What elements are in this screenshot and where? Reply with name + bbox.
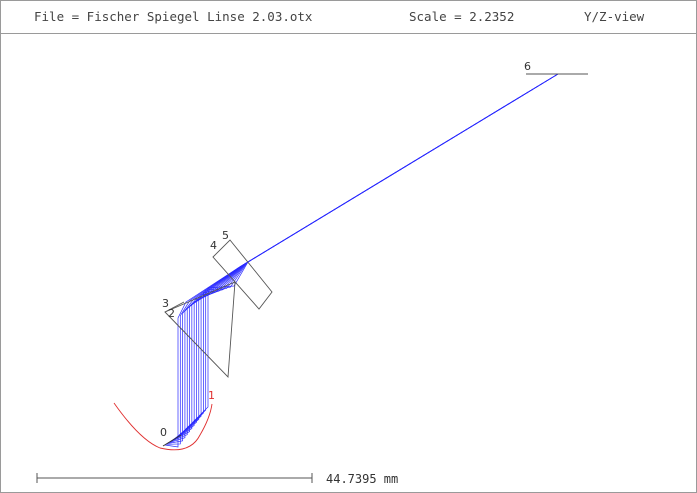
ray-path (169, 73, 559, 443)
surface-2-prism-face (164, 301, 185, 313)
ray-path (177, 73, 559, 437)
ray-path (176, 73, 559, 438)
surface-1-mirror (113, 402, 213, 451)
surface-label-2: 2 (168, 307, 175, 320)
surface-label-1: 1 (208, 389, 215, 402)
surface-label-3: 3 (162, 297, 169, 310)
ray-path (164, 73, 559, 448)
ray-path (171, 73, 559, 442)
surface-label-0: 0 (160, 426, 167, 439)
lens-element (212, 239, 273, 310)
ray-path (178, 73, 559, 437)
ray-path (168, 73, 559, 444)
surface-label-4: 4 (210, 239, 217, 252)
scale-bar (36, 473, 313, 483)
ray-path (172, 73, 559, 441)
view-mode-label: Y/Z-view (584, 9, 645, 24)
prism-element (164, 281, 236, 379)
ray-path (167, 73, 559, 444)
ray-path (166, 73, 559, 445)
surface-label-6: 6 (524, 60, 531, 73)
ray-path (175, 73, 559, 439)
ray-bundle (164, 73, 559, 448)
surface-label-5: 5 (222, 229, 229, 242)
ray-path (174, 73, 559, 440)
ray-path (170, 73, 559, 442)
file-name-label: File = Fischer Spiegel Linse 2.03.otx (34, 9, 313, 24)
scale-label: Scale = 2.2352 (409, 9, 515, 24)
surface-0-object-plane (162, 434, 182, 447)
header-separator (0, 33, 697, 34)
scale-bar-label: 44.7395 mm (326, 472, 399, 486)
ray-path (173, 73, 559, 440)
